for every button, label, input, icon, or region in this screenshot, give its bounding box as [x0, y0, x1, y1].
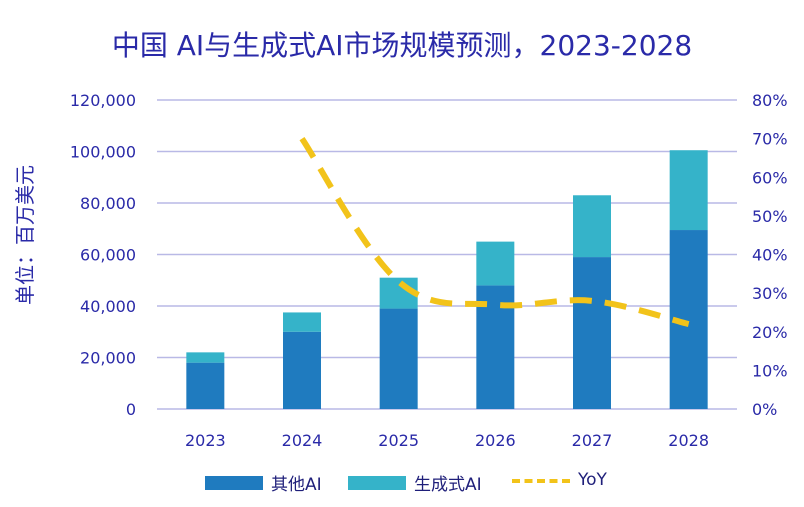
y2-tick-label: 20%: [752, 323, 788, 342]
x-tick-label: 2025: [378, 431, 419, 450]
x-axis-ticks: 2023 2024 2025 2026 2027 2028: [185, 431, 709, 450]
chart-svg: 020,00040,00060,00080,000100,000120,000 …: [13, 91, 788, 450]
bar-other-ai: [283, 331, 321, 409]
bars: [186, 150, 708, 409]
legend-item-genai: 生成式AI: [348, 470, 482, 495]
x-tick-label: 2024: [282, 431, 323, 450]
y2-tick-label: 70%: [752, 130, 788, 149]
y-tick-label: 0: [126, 400, 136, 419]
y-tick-label: 80,000: [80, 194, 136, 213]
bar-genai: [283, 312, 321, 332]
y-axis-ticks: 0 20,000 40,000 60,000 80,000 100,000 120,000: [70, 91, 136, 419]
legend-swatch-other-ai: [205, 475, 263, 490]
x-tick-label: 2027: [572, 431, 613, 450]
legend-label-other-ai: 其他AI: [271, 475, 322, 495]
legend-swatch-genai: [348, 475, 406, 490]
legend: 其他AI 生成式AI YoY: [0, 470, 804, 498]
legend-label-yoy: YoY: [578, 470, 607, 490]
bar-genai: [573, 195, 611, 258]
x-tick-label: 2023: [185, 431, 226, 450]
bar-other-ai: [573, 257, 611, 409]
x-tick-label: 2028: [668, 431, 709, 450]
y2-tick-label: 40%: [752, 246, 788, 265]
bar-genai: [476, 241, 515, 286]
y2-tick-label: 80%: [752, 91, 788, 110]
bar-other-ai: [379, 308, 418, 409]
y-tick-label: 20,000: [80, 349, 136, 368]
y-tick-label: 40,000: [80, 297, 136, 316]
y2-tick-label: 0%: [752, 400, 777, 419]
legend-item-yoy: YoY: [512, 470, 607, 490]
chart-title: 中国 AI与生成式AI市场规模预测，2023-2028: [111, 29, 693, 62]
bar-genai: [186, 352, 225, 363]
y2-tick-label: 30%: [752, 284, 788, 303]
y-tick-label: 60,000: [80, 246, 136, 265]
legend-item-other-ai: 其他AI: [205, 470, 322, 495]
y-axis-label: 单位：百万美元: [13, 165, 37, 305]
legend-label-genai: 生成式AI: [414, 475, 482, 495]
y-tick-label: 120,000: [70, 91, 136, 110]
y-tick-label: 100,000: [70, 143, 136, 162]
y2-tick-label: 60%: [752, 168, 788, 187]
bar-genai: [669, 150, 708, 231]
y2-axis-ticks: 0% 10% 20% 30% 40% 50% 60% 70% 80%: [752, 91, 788, 419]
yoy-line: [299, 136, 690, 327]
x-tick-label: 2026: [475, 431, 516, 450]
bar-other-ai: [186, 362, 225, 409]
y2-tick-label: 10%: [752, 361, 788, 380]
y2-tick-label: 50%: [752, 207, 788, 226]
gridlines: [157, 99, 737, 410]
legend-swatch-yoy: [512, 473, 570, 487]
